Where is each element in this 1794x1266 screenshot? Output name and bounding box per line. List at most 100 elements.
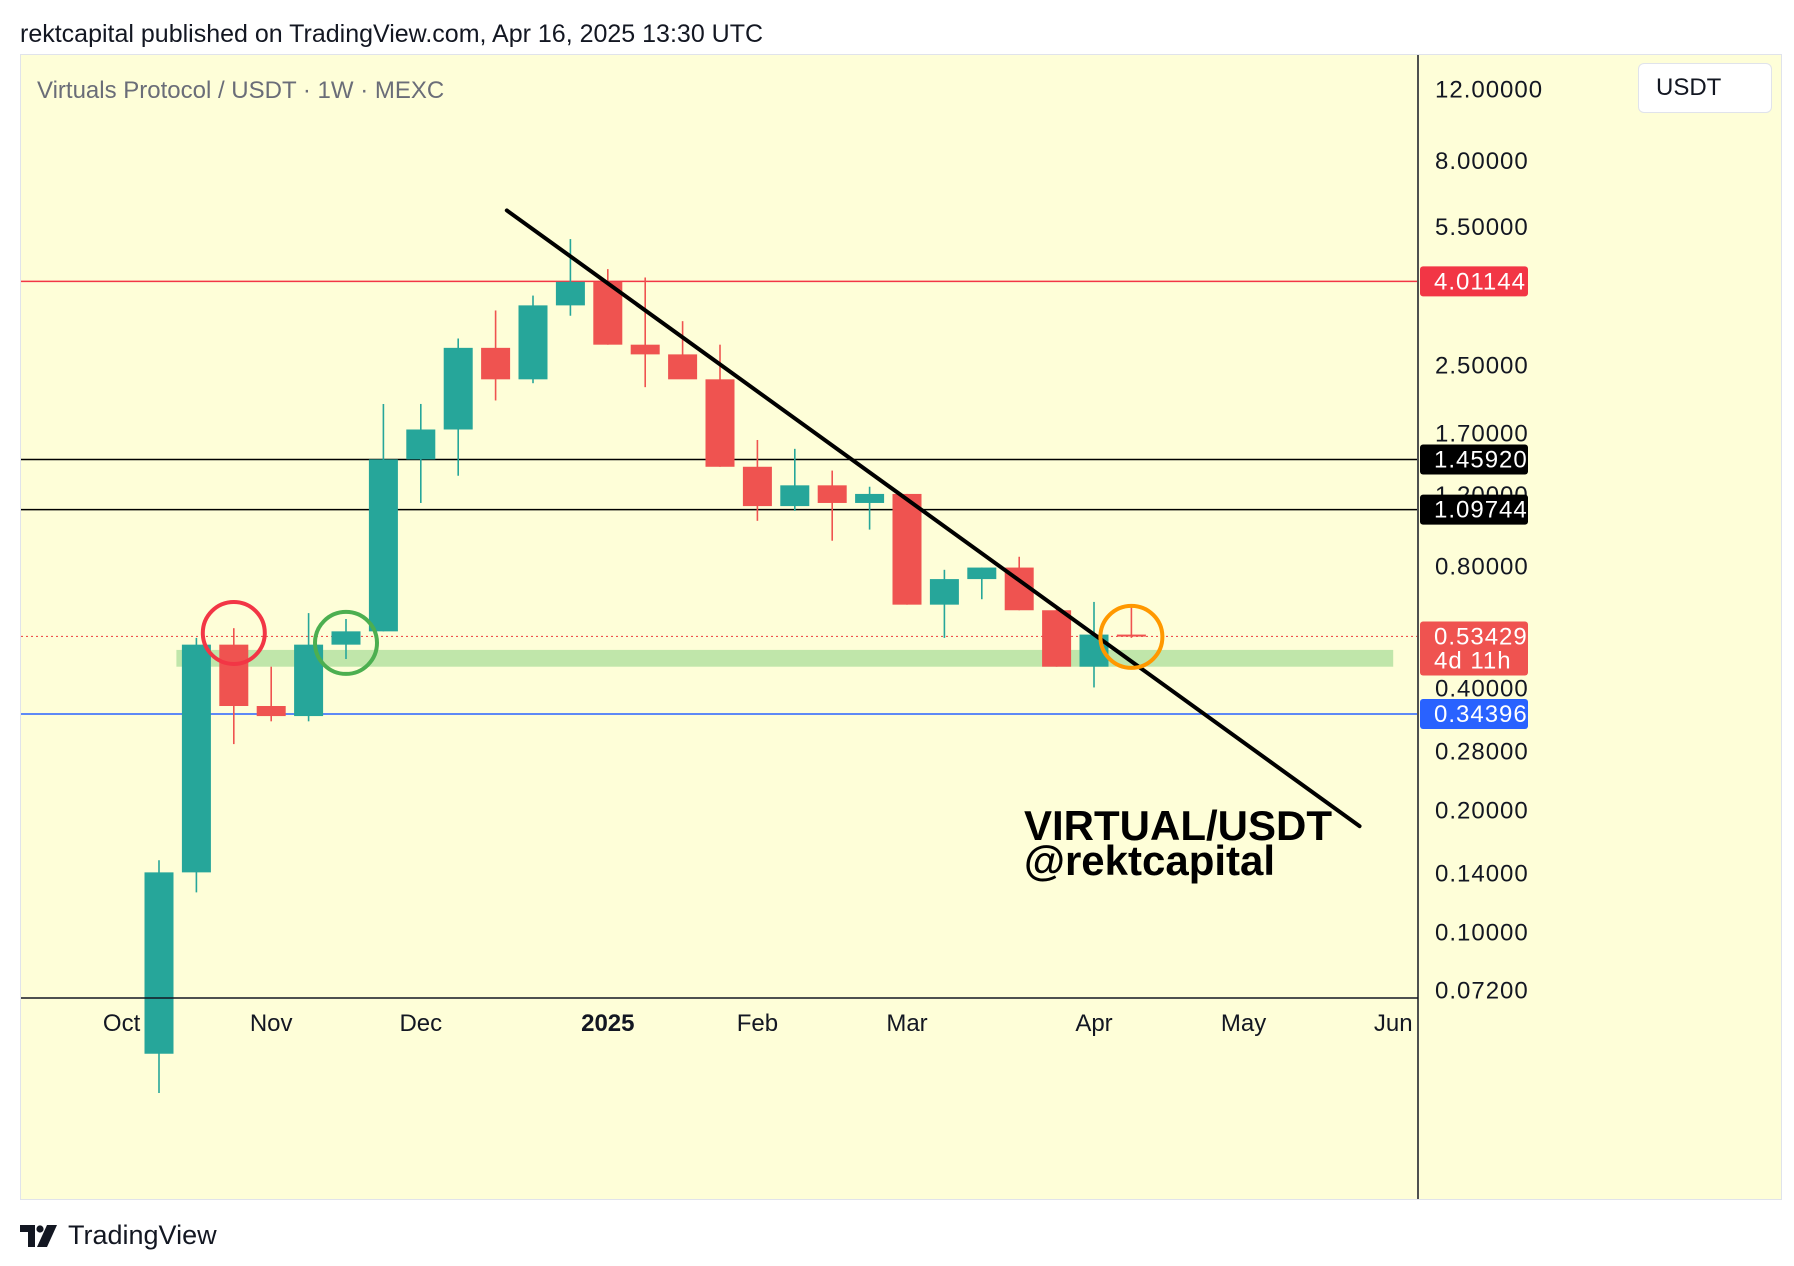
candle xyxy=(892,493,922,605)
candle-body xyxy=(181,644,211,873)
price-tag-resistance: 4.01144 xyxy=(1420,266,1528,297)
candle-body xyxy=(1116,634,1146,637)
candle xyxy=(443,338,473,476)
candle-body xyxy=(780,485,810,507)
last-price-tag-text: 0.53429 xyxy=(1434,623,1528,650)
candle xyxy=(1004,556,1034,611)
price-tick-label: 12.00000 xyxy=(1435,76,1543,103)
candle-body xyxy=(1042,610,1072,667)
candle xyxy=(331,618,361,660)
candle-body xyxy=(368,459,398,632)
price-tick-label: 0.28000 xyxy=(1435,738,1529,765)
watermark-handle: @rektcapital xyxy=(1024,837,1275,884)
price-tag-level-bg xyxy=(1420,444,1528,475)
time-tick-label: Oct xyxy=(103,1010,141,1037)
candle-body xyxy=(219,644,249,707)
watermark-pair: VIRTUAL/USDT xyxy=(1024,802,1332,849)
candle xyxy=(593,269,623,345)
price-tag-level: 1.09744 xyxy=(1420,494,1528,525)
chart-frame[interactable]: 12.000008.000005.500002.500001.700001.20… xyxy=(20,54,1782,1200)
candle-body xyxy=(967,567,997,580)
candle xyxy=(518,295,548,384)
candle xyxy=(1116,604,1146,638)
last-price-tag-bg xyxy=(1420,621,1528,676)
time-tick-label: May xyxy=(1221,1010,1266,1037)
publish-header: rektcapital published on TradingView.com… xyxy=(20,20,764,48)
candle xyxy=(630,277,660,388)
highlight-circle xyxy=(200,599,267,666)
price-tag-level-text: 1.45920 xyxy=(1434,446,1528,473)
candle xyxy=(668,321,698,380)
candle-body xyxy=(817,485,847,503)
candle xyxy=(817,470,847,541)
time-tick-label: Mar xyxy=(886,1010,927,1037)
candle-body xyxy=(892,493,922,605)
time-tick-label: 2025 xyxy=(581,1010,634,1037)
price-tick-label: 0.20000 xyxy=(1435,798,1529,825)
candlestick-chart[interactable]: 12.000008.000005.500002.500001.700001.20… xyxy=(21,55,1782,1200)
price-tag-level: 1.45920 xyxy=(1420,444,1528,475)
candle xyxy=(967,567,997,600)
time-tick-label: Feb xyxy=(737,1010,778,1037)
price-tick-label: 2.50000 xyxy=(1435,353,1529,380)
candle-body xyxy=(668,354,698,380)
tradingview-logo-icon xyxy=(20,1224,57,1247)
time-tick-label: Dec xyxy=(399,1010,442,1037)
price-tag-support-text: 0.34396 xyxy=(1434,701,1528,728)
price-tick-label: 0.14000 xyxy=(1435,860,1529,887)
candle xyxy=(1042,607,1072,667)
price-tag-resistance-bg xyxy=(1420,266,1528,297)
candle xyxy=(406,403,436,503)
highlight-circle xyxy=(313,609,379,676)
candle-body xyxy=(630,344,660,355)
price-tag-level-bg xyxy=(1420,494,1528,525)
candle-body xyxy=(855,493,885,503)
candle-body xyxy=(256,706,286,717)
countdown-label: 4d 11h xyxy=(1434,647,1512,674)
price-tick-label: 0.10000 xyxy=(1435,920,1529,947)
price-tick-label: 0.40000 xyxy=(1435,675,1529,702)
candle-body xyxy=(443,347,473,430)
price-tick-label: 8.00000 xyxy=(1435,148,1529,175)
price-tick-label: 5.50000 xyxy=(1435,214,1529,241)
symbol-title: Virtuals Protocol / USDT · 1W · MEXC xyxy=(37,77,445,104)
candle xyxy=(929,569,959,638)
price-tag-level-text: 1.09744 xyxy=(1434,497,1528,524)
descending-trendline xyxy=(504,208,1362,829)
price-tick-label: 0.80000 xyxy=(1435,553,1529,580)
candle xyxy=(219,628,249,745)
candle-body xyxy=(929,579,959,605)
candle-body xyxy=(406,429,436,460)
candle-body xyxy=(331,631,361,645)
support-zone xyxy=(176,649,1394,667)
time-tick-label: Nov xyxy=(250,1010,293,1037)
highlight-circle xyxy=(1098,603,1165,670)
candle-body xyxy=(742,466,772,507)
price-tick-label: 0.07200 xyxy=(1435,978,1529,1005)
price-tick-label: 1.70000 xyxy=(1435,421,1529,448)
candle xyxy=(481,310,511,401)
candle xyxy=(181,637,211,893)
price-tag-support-bg xyxy=(1420,699,1528,730)
candle xyxy=(555,239,585,316)
candle xyxy=(256,666,286,722)
candle xyxy=(705,344,735,467)
candle-body xyxy=(481,347,511,380)
tradingview-logo-text: TradingView xyxy=(68,1220,217,1250)
tradingview-logo[interactable]: TradingView xyxy=(20,1220,217,1251)
time-tick-label: Jun xyxy=(1374,1010,1413,1037)
candle xyxy=(144,860,174,1094)
currency-selector[interactable]: USDT xyxy=(1638,63,1772,113)
candle-body xyxy=(144,872,174,1054)
candle-body xyxy=(705,379,735,467)
candle xyxy=(742,439,772,521)
price-tag-support: 0.34396 xyxy=(1420,699,1528,730)
candle-body xyxy=(518,305,548,380)
price-tag-resistance-text: 4.01144 xyxy=(1434,268,1526,295)
candle xyxy=(1079,601,1109,688)
time-tick-label: Apr xyxy=(1075,1010,1112,1037)
candle xyxy=(368,403,398,632)
candle xyxy=(855,486,885,530)
candle-body xyxy=(555,281,585,306)
